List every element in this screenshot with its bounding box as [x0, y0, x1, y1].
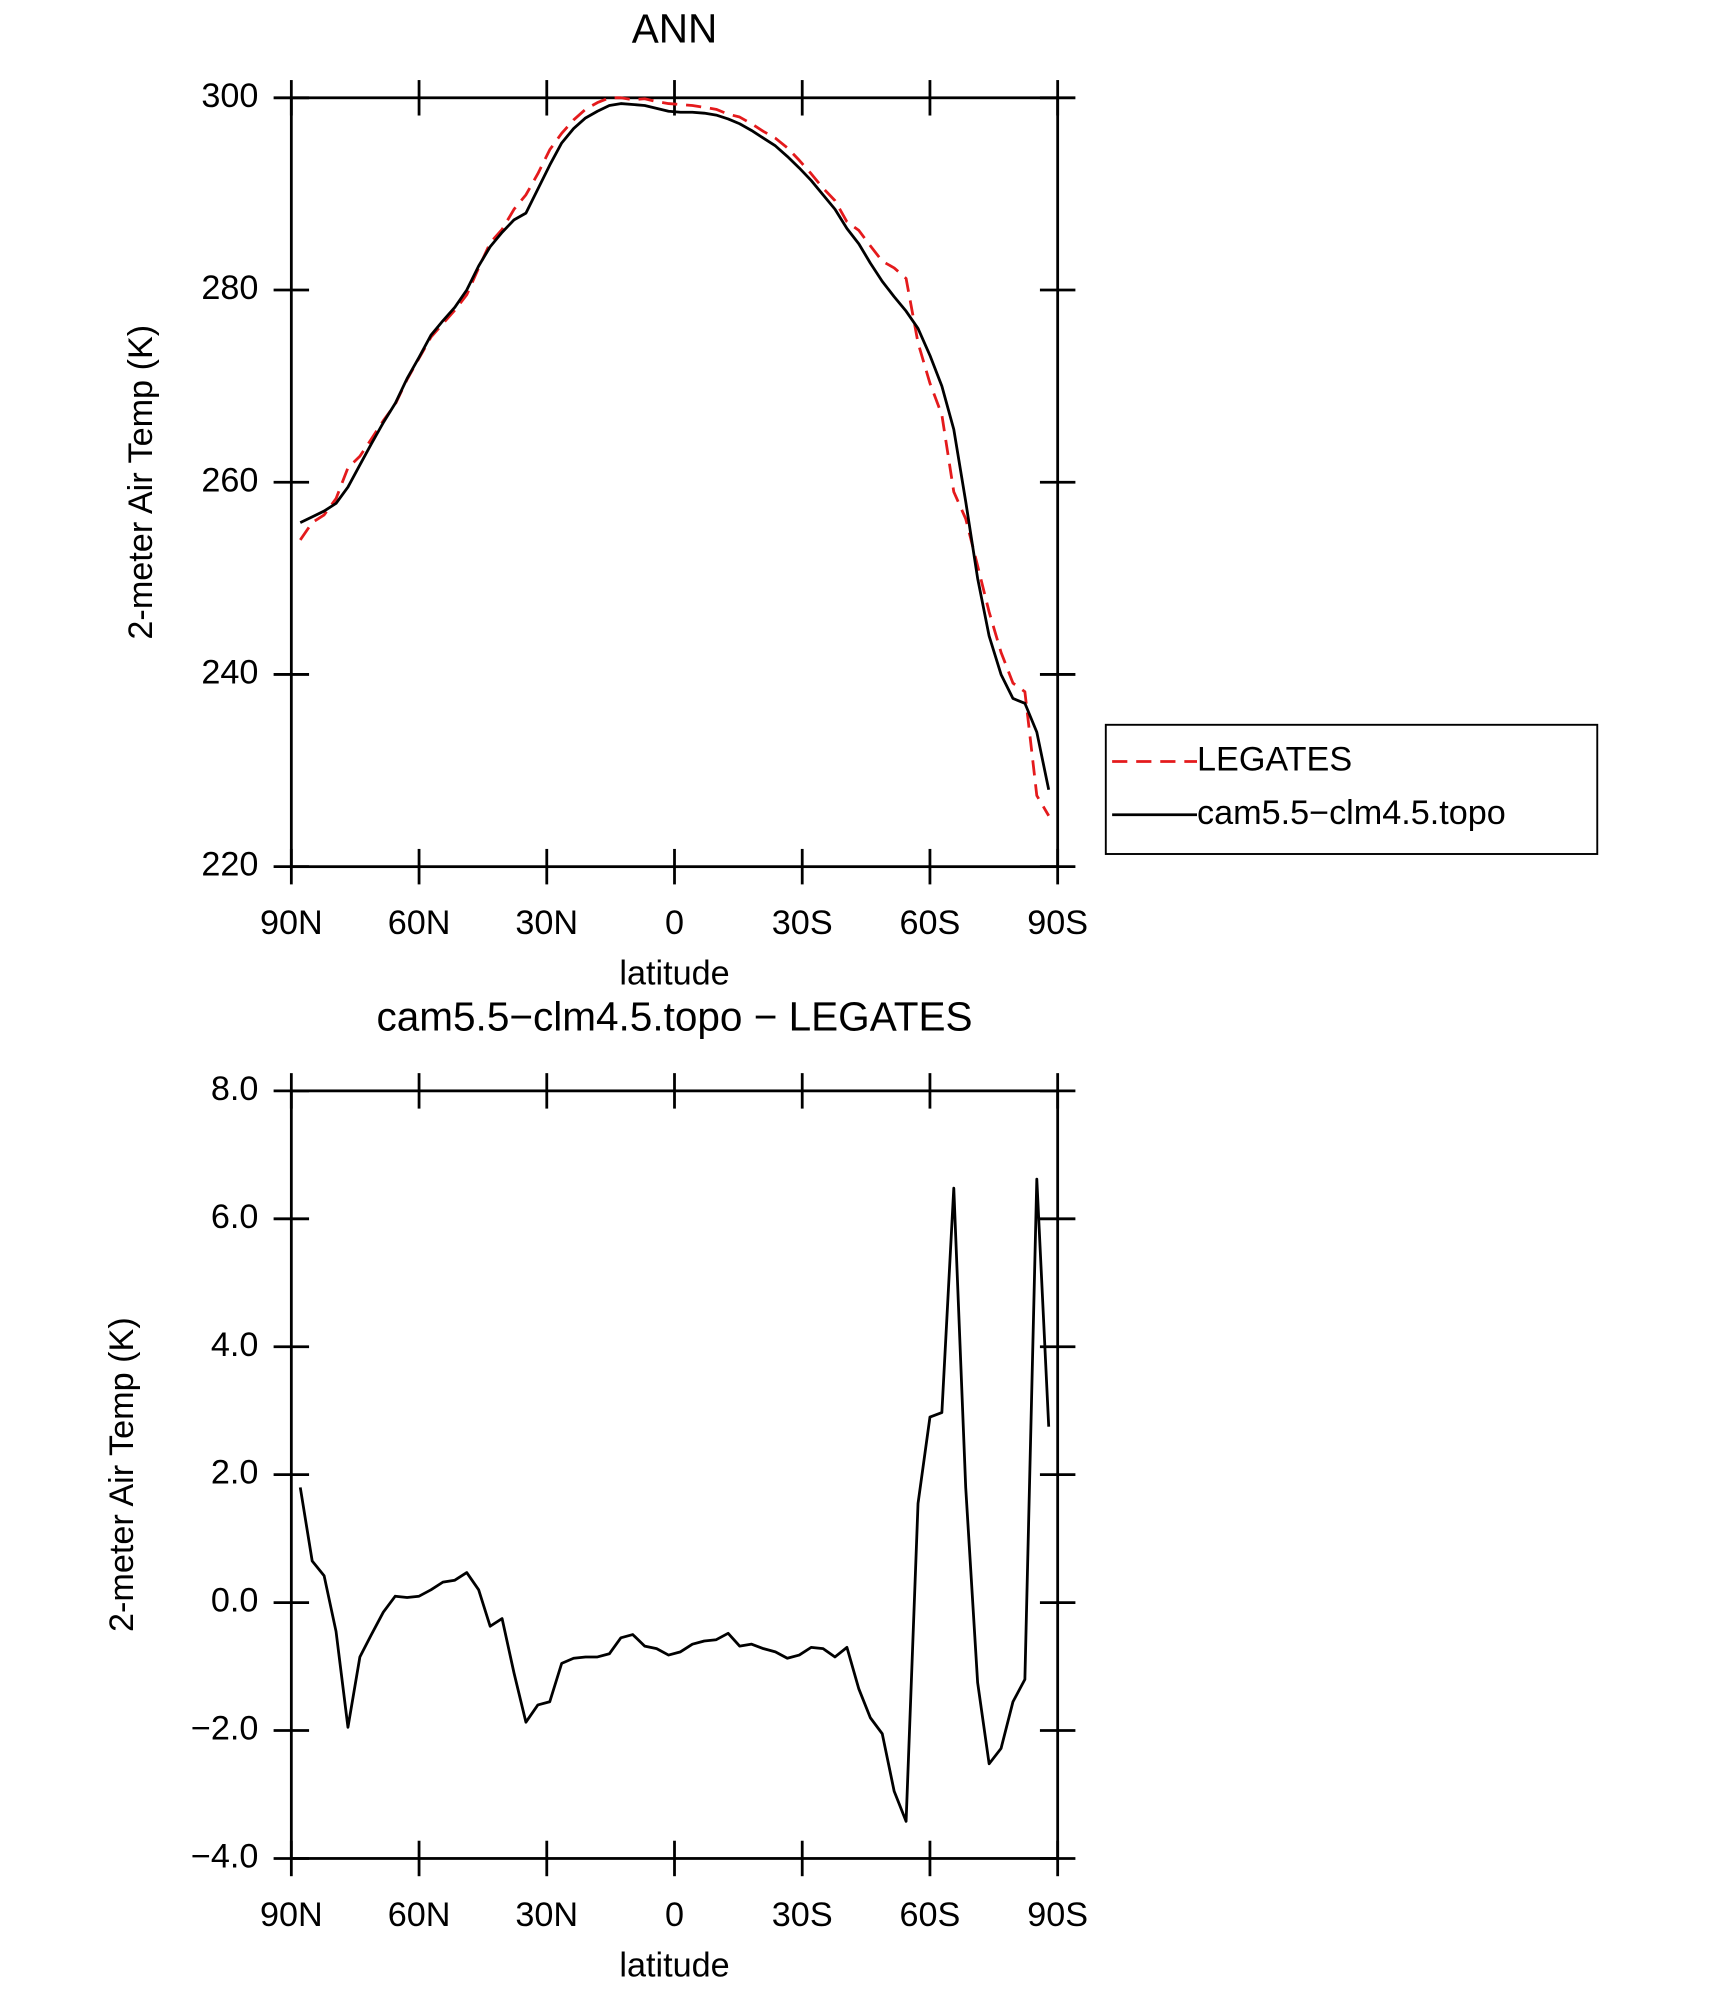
x-tick-label: 30S: [772, 904, 833, 942]
plot-frame: [289, 96, 1060, 869]
data-line: [298, 1177, 1051, 1823]
y-tick-label: −2.0: [191, 1710, 259, 1748]
y-tick-label: 2.0: [211, 1454, 259, 1492]
legend-box: [1104, 723, 1599, 855]
data-line: [299, 102, 1051, 791]
legend-label: LEGATES: [1197, 741, 1352, 779]
chart-title: ANN: [632, 6, 718, 52]
y-tick-label: 280: [201, 269, 258, 307]
y-tick-label: 0.0: [211, 1582, 259, 1620]
x-tick-label: 60N: [388, 904, 451, 942]
y-tick-label: 6.0: [211, 1198, 259, 1236]
y-tick-label: 300: [201, 77, 258, 115]
x-tick-label: 60S: [900, 1896, 961, 1934]
plot-frame: [289, 1089, 1060, 1860]
x-tick-label: 90S: [1027, 904, 1088, 942]
x-tick-label: 90S: [1027, 1896, 1088, 1934]
data-line: [299, 96, 1050, 817]
x-tick-label: 30N: [515, 904, 578, 942]
legend-label: cam5.5−clm4.5.topo: [1197, 794, 1506, 832]
x-tick-label: 90N: [260, 904, 323, 942]
y-tick-label: −4.0: [191, 1837, 259, 1875]
x-tick-label: 60S: [900, 904, 961, 942]
y-tick-label: 4.0: [211, 1326, 259, 1364]
x-axis-label: latitude: [619, 955, 729, 993]
x-tick-label: 0: [665, 1896, 684, 1934]
y-tick-label: 8.0: [211, 1070, 259, 1108]
y-axis-label: 2-meter Air Temp (K): [122, 325, 160, 640]
x-tick-label: 60N: [388, 1896, 451, 1934]
x-tick-label: 0: [665, 904, 684, 942]
x-tick-label: 30N: [515, 1896, 578, 1934]
y-tick-label: 240: [201, 653, 258, 691]
x-axis-label: latitude: [619, 1946, 729, 1984]
y-axis-label: 2-meter Air Temp (K): [103, 1317, 141, 1632]
x-tick-label: 90N: [260, 1896, 323, 1934]
chart-title: cam5.5−clm4.5.topo − LEGATES: [376, 994, 972, 1040]
y-tick-label: 220: [201, 846, 258, 884]
x-tick-label: 30S: [772, 1896, 833, 1934]
y-tick-label: 260: [201, 461, 258, 499]
